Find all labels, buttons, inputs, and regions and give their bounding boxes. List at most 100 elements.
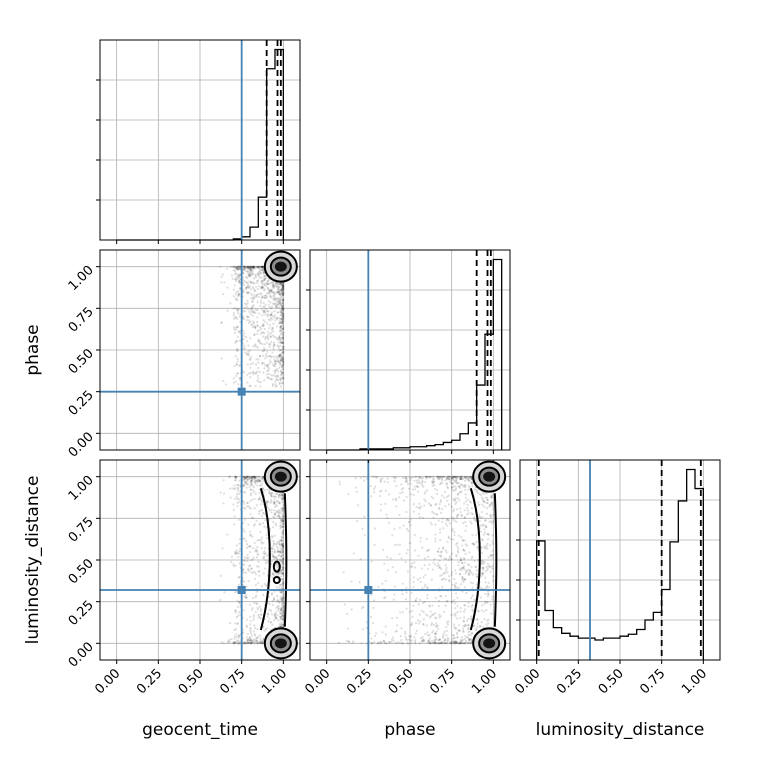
sample-point (263, 525, 266, 528)
sample-point (280, 324, 283, 327)
sample-point (413, 561, 416, 564)
sample-point (249, 312, 252, 316)
sample-point (490, 501, 494, 504)
sample-point (249, 494, 253, 497)
sample-point (246, 353, 249, 356)
sample-point (271, 526, 275, 529)
sample-point (434, 635, 437, 638)
sample-point (279, 385, 283, 388)
sample-point (266, 283, 269, 286)
sample-point (280, 364, 283, 368)
sample-point (251, 269, 255, 272)
sample-point (363, 533, 366, 537)
sample-point (464, 543, 467, 546)
sample-point (412, 586, 415, 589)
sample-point (431, 639, 434, 642)
sample-point (251, 267, 254, 270)
sample-point (238, 273, 242, 276)
sample-point (259, 617, 262, 620)
sample-point (280, 371, 283, 374)
sample-point (405, 586, 408, 590)
sample-point (264, 584, 268, 587)
sample-point (419, 476, 422, 479)
sample-point (279, 292, 282, 296)
sample-point (245, 305, 248, 308)
sample-point (257, 510, 261, 513)
sample-point (261, 296, 264, 299)
sample-point (230, 560, 233, 563)
sample-point (384, 489, 388, 492)
sample-point (281, 356, 284, 359)
sample-point (249, 530, 252, 533)
sample-point (280, 359, 283, 362)
sample-point (252, 311, 255, 314)
sample-point (465, 513, 469, 516)
sample-point (278, 366, 281, 369)
sample-point (475, 573, 478, 576)
sample-point (228, 475, 231, 478)
sample-point (249, 267, 253, 270)
sample-point (467, 512, 470, 515)
sample-point (261, 331, 264, 334)
sample-point (282, 315, 285, 318)
sample-point (220, 357, 223, 360)
sample-point (281, 328, 285, 331)
sample-point (270, 341, 273, 344)
sample-point (389, 557, 392, 560)
sample-point (280, 333, 283, 336)
sample-point (370, 495, 373, 498)
sample-point (238, 542, 241, 545)
sample-point (441, 494, 444, 497)
density-fill-core (274, 261, 287, 272)
sample-point (280, 354, 283, 357)
sample-point (465, 570, 468, 573)
sample-point (470, 605, 473, 608)
sample-point (483, 610, 486, 613)
sample-point (282, 360, 285, 363)
sample-point (245, 585, 248, 588)
sample-point (444, 569, 448, 572)
sample-point (422, 610, 425, 614)
sample-point (374, 632, 378, 635)
sample-point (262, 271, 265, 275)
x-tick-label: 1.00 (679, 666, 710, 697)
sample-point (282, 287, 285, 290)
sample-point (455, 581, 458, 585)
sample-point (258, 574, 261, 577)
sample-point (248, 310, 251, 314)
sample-point (281, 501, 284, 504)
sample-point (352, 640, 355, 643)
sample-point (250, 294, 254, 297)
sample-point (273, 502, 276, 505)
sample-point (281, 307, 284, 310)
sample-point (471, 581, 474, 585)
sample-point (279, 295, 282, 298)
sample-point (222, 502, 225, 505)
sample-point (236, 639, 239, 642)
sample-point (274, 296, 277, 299)
sample-point (461, 576, 464, 579)
sample-point (237, 483, 240, 487)
sample-point (275, 377, 278, 380)
sample-point (267, 355, 270, 358)
sample-point (440, 479, 444, 482)
sample-point (275, 384, 278, 388)
sample-point (222, 492, 226, 495)
sample-point (379, 494, 382, 498)
sample-point (248, 349, 251, 352)
sample-point (281, 314, 284, 317)
sample-point (270, 288, 273, 291)
sample-point (243, 563, 246, 566)
sample-point (277, 598, 280, 601)
sample-point (343, 603, 346, 606)
sample-point (256, 265, 260, 268)
sample-point (448, 522, 451, 525)
sample-point (405, 495, 408, 499)
sample-point (261, 482, 264, 485)
sample-point (280, 355, 283, 358)
sample-point (251, 517, 255, 520)
sample-point (259, 530, 262, 534)
sample-point (373, 543, 376, 547)
sample-point (249, 288, 252, 291)
sample-point (252, 265, 255, 268)
